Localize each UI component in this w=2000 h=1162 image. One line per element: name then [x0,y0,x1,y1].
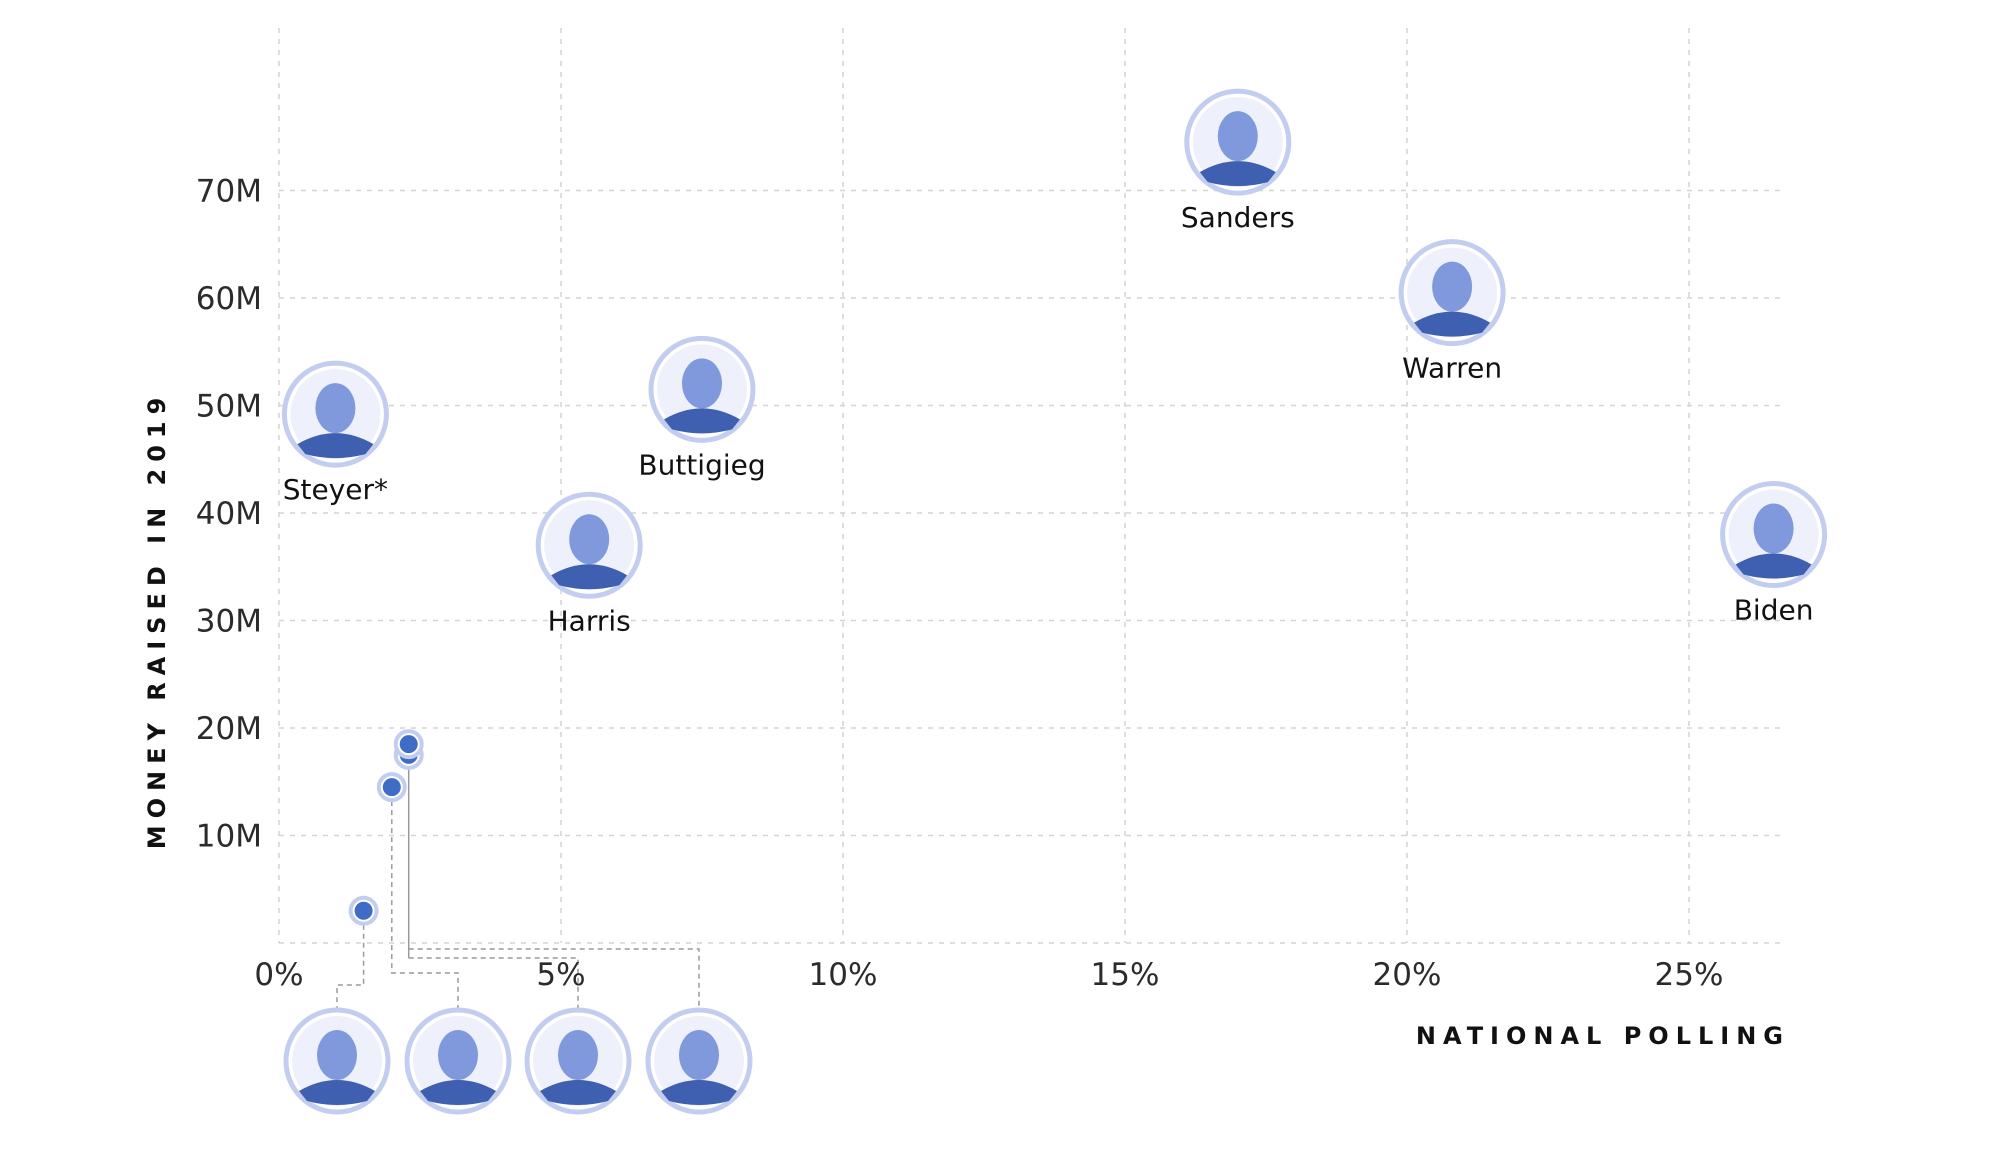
leader-line [408,948,700,1008]
small-data-point [393,729,424,760]
footer-candidate-photo [645,1007,753,1115]
y-tick-label: 10M [196,819,262,855]
y-tick-label: 40M [196,496,262,532]
y-axis-title: MONEY RAISED IN 2019 [143,391,171,850]
leader-line [391,801,459,1008]
candidate-photo [281,360,389,468]
leader-line [336,924,365,1008]
candidate-name-label: Warren [1402,352,1502,385]
leader-lines [336,766,700,1008]
candidate-photo [535,491,643,599]
x-tick-label: 10% [809,957,878,993]
x-tick-label: 25% [1655,957,1724,993]
candidate-photo [648,335,756,443]
candidate-photo [1398,239,1506,347]
data-points [281,88,1828,926]
candidate-name-label: Biden [1734,594,1814,627]
candidate-name-label: Sanders [1181,201,1295,234]
candidate-name-label: Harris [548,604,631,637]
candidate-photo [1720,481,1828,588]
candidate-name-label: Buttigieg [638,448,765,481]
grid-lines [278,28,1785,944]
x-tick-label: 20% [1373,957,1442,993]
footer-candidate-photo [524,1007,632,1115]
y-tick-label: 70M [196,174,262,210]
candidate-name-label: Steyer* [283,473,388,506]
x-tick-labels: 0% 5% 10% 15% 20% 25% [254,957,1723,993]
y-tick-labels: 10M 20M 30M 40M 50M 60M 70M [196,174,262,855]
x-tick-label: 15% [1091,957,1160,993]
footer-candidate-photo [283,1007,391,1115]
footer-photos [283,1007,753,1115]
x-tick-label: 0% [254,957,303,993]
point-labels: Sanders Warren Steyer* Buttigieg Harris Biden [283,201,1814,637]
leader-line [408,957,579,1008]
small-data-point [376,772,407,803]
candidate-photo [1184,88,1292,196]
x-axis-title: NATIONAL POLLING [1416,1022,1790,1050]
y-tick-label: 20M [196,711,262,747]
x-tick-label: 5% [536,957,585,993]
small-data-point [348,895,379,926]
y-tick-label: 50M [196,389,262,425]
footer-candidate-photo [404,1007,512,1115]
y-tick-label: 30M [196,604,262,640]
y-tick-label: 60M [196,281,262,317]
